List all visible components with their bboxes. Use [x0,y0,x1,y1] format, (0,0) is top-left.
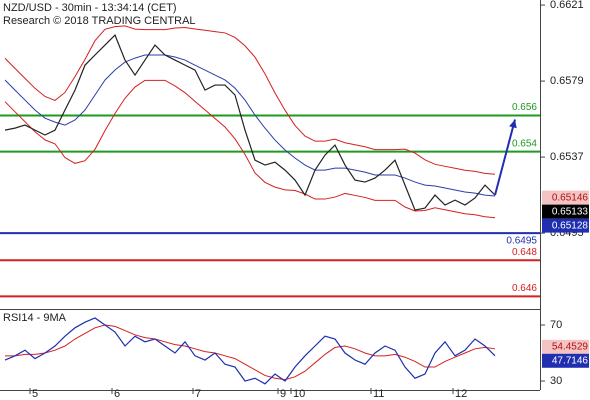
x-tick-label: 6 [114,388,120,400]
level-label: 0.654 [512,138,537,149]
y-tick-label: 0.6537 [550,151,584,163]
value-box [542,339,589,354]
chart-title: NZD/USD - 30min - 13:34:14 (CET) [3,2,177,14]
value-box [542,190,589,205]
value-box-label: 0.65146 [552,192,589,203]
series-line [4,25,496,175]
x-tick-label: 10 [293,388,305,400]
series-line [4,54,496,197]
series-line [4,317,496,385]
chart-subtitle: Research © 2018 TRADING CENTRAL [3,15,196,27]
x-tick-label: 5 [32,388,38,400]
x-tick-label: 12 [455,388,467,400]
x-tick-label: 9 [280,388,286,400]
y-tick-label: 0.6579 [550,75,584,87]
value-box-label: 0.65133 [552,206,589,217]
y-tick-label: 70 [550,319,562,331]
value-box-label: 0.65128 [552,220,589,231]
x-tick-label: 11 [373,388,384,400]
level-label: 0.646 [512,283,537,294]
level-label: 0.6495 [506,236,537,247]
value-box [542,353,589,368]
y-tick-label: 0.6621 [550,0,584,11]
level-label: 0.648 [512,247,537,258]
value-box [542,218,589,233]
series-line [4,34,496,211]
series-line [4,79,496,219]
forecast-arrow [494,119,516,196]
level-label: 0.656 [512,102,537,113]
value-box-label: 47.7146 [552,355,589,366]
series-line [5,324,496,381]
x-tick-label: 7 [195,388,201,400]
value-box [542,204,589,219]
forecast-arrowhead [509,119,517,129]
panel-title: RSI14 - 9MA [3,312,67,324]
y-tick-label: 30 [550,375,562,387]
value-box-label: 54.4529 [552,341,589,352]
